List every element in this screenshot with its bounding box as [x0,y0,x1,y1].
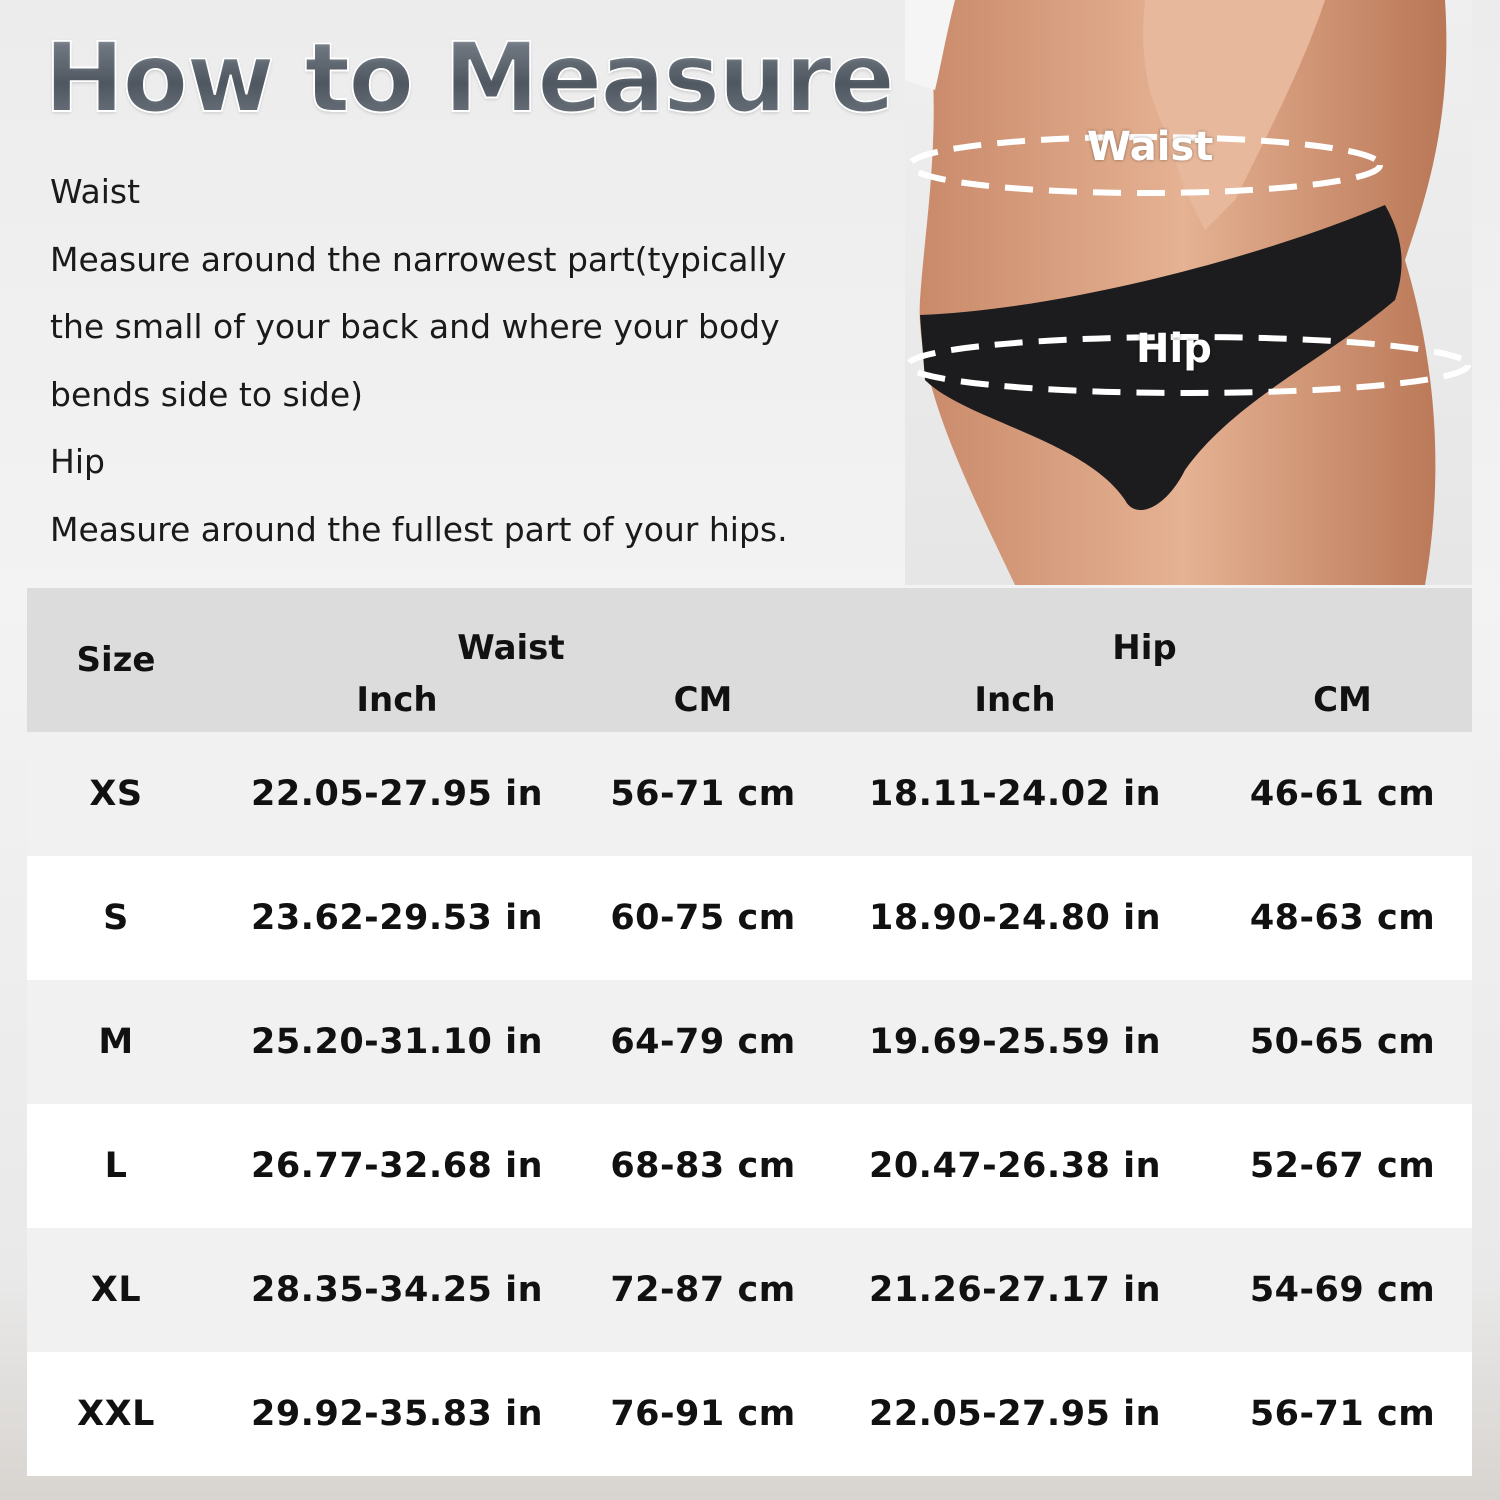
waist-inch-cell: 26.77-32.68 in [205,1104,589,1228]
hip-group-header: Hip [817,588,1472,668]
hip-cm-cell: 54-69 cm [1213,1228,1472,1352]
body-illustration [905,0,1471,585]
size-cell: XL [27,1228,205,1352]
hip-label: Hip [1136,326,1212,372]
hip-instruction-line: Measure around the fullest part of your … [50,509,788,549]
brief [920,205,1402,510]
hip-inch-cell: 20.47-26.38 in [817,1104,1213,1228]
page-title: How to Measure [43,21,896,135]
size-cell: M [27,980,205,1104]
table-row: XXL 29.92-35.83 in 76-91 cm 22.05-27.95 in 5… [27,1352,1472,1476]
waist-inch-cell: 29.92-35.83 in [205,1352,589,1476]
hip-cm-cell: 48-63 cm [1213,856,1472,980]
table-row: M 25.20-31.10 in 64-79 cm 19.69-25.59 in 50-… [27,980,1472,1104]
model-photo: Waist Hip [905,0,1472,585]
table-row: L 26.77-32.68 in 68-83 cm 20.47-26.38 in 52-… [27,1104,1472,1228]
waist-instruction-line: the small of your back and where your bo… [50,307,780,347]
size-cell: L [27,1104,205,1228]
waist-inch-cell: 25.20-31.10 in [205,980,589,1104]
hip-inch-cell: 22.05-27.95 in [817,1352,1213,1476]
waist-inch-cell: 22.05-27.95 in [205,732,589,856]
table-row: XL 28.35-34.25 in 72-87 cm 21.26-27.17 in 54… [27,1228,1472,1352]
hand [1143,0,1325,230]
waist-cm-cell: 76-91 cm [589,1352,817,1476]
waist-instruction-line: Measure around the narrowest part(typica… [50,239,787,279]
waist-cm-cell: 64-79 cm [589,980,817,1104]
hip-inch-cell: 19.69-25.59 in [817,980,1213,1104]
size-header: Size [27,588,205,732]
waist-heading: Waist [50,172,141,211]
waist-instruction-line: bends side to side) [50,374,364,414]
waist-group-header: Waist [205,588,817,668]
size-cell: XS [27,732,205,856]
measure-instructions: Waist Measure around the narrowest part(… [50,158,890,564]
waist-inch-header: Inch [205,668,589,732]
hip-heading: Hip [50,442,105,482]
hip-inch-cell: 21.26-27.17 in [817,1228,1213,1352]
waist-label: Waist [1087,124,1214,170]
waist-cm-header: CM [589,668,817,732]
hip-cm-cell: 46-61 cm [1213,732,1472,856]
hip-cm-cell: 56-71 cm [1213,1352,1472,1476]
hip-inch-cell: 18.11-24.02 in [817,732,1213,856]
size-cell: XXL [27,1352,205,1476]
hip-inch-cell: 18.90-24.80 in [817,856,1213,980]
size-chart-table: Size Waist Hip Inch CM Inch CM XS 22.05-2… [27,588,1472,1476]
hip-cm-cell: 52-67 cm [1213,1104,1472,1228]
size-cell: S [27,856,205,980]
waist-inch-cell: 23.62-29.53 in [205,856,589,980]
waist-cm-cell: 68-83 cm [589,1104,817,1228]
hip-inch-header: Inch [817,668,1213,732]
waist-cm-cell: 72-87 cm [589,1228,817,1352]
waist-inch-cell: 28.35-34.25 in [205,1228,589,1352]
table-row: XS 22.05-27.95 in 56-71 cm 18.11-24.02 in 46… [27,732,1472,856]
shirt [905,0,955,90]
table-row: S 23.62-29.53 in 60-75 cm 18.90-24.80 in 48-… [27,856,1472,980]
waist-cm-cell: 56-71 cm [589,732,817,856]
waist-cm-cell: 60-75 cm [589,856,817,980]
hip-cm-header: CM [1213,668,1472,732]
hip-cm-cell: 50-65 cm [1213,980,1472,1104]
